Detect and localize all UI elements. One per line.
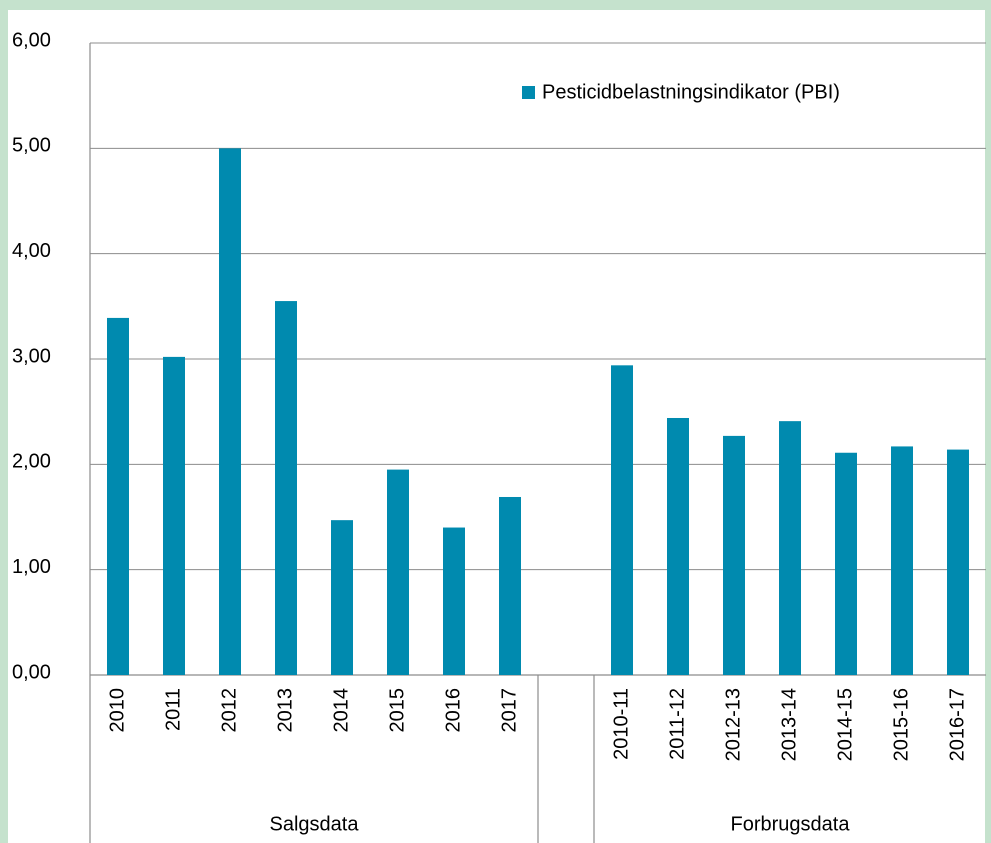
x-tick-label: 2013-14	[778, 688, 800, 761]
x-tick-label: 2010-11	[610, 688, 632, 760]
bar	[499, 496, 521, 675]
legend-swatch	[522, 86, 535, 99]
x-tick-label: 2010	[106, 688, 128, 733]
y-tick-label: 4,00	[12, 240, 51, 262]
x-tick-label: 2015	[386, 688, 408, 733]
y-tick-label: 5,00	[12, 135, 51, 157]
y-tick-label: 2,00	[12, 451, 51, 473]
x-tick-label: 2014-15	[834, 688, 856, 761]
x-tick-label: 2012-13	[722, 688, 744, 761]
bar	[219, 148, 241, 676]
bar	[331, 520, 353, 675]
bar	[667, 417, 689, 675]
bar	[723, 435, 745, 675]
bar	[835, 452, 857, 675]
x-tick-label: 2017	[498, 688, 520, 733]
bar	[275, 301, 297, 675]
x-tick-label: 2016-17	[946, 688, 968, 761]
y-tick-label: 0,00	[12, 661, 51, 683]
x-tick-label: 2015-16	[890, 688, 912, 761]
group-label: Salgsdata	[270, 813, 360, 835]
bar	[779, 421, 801, 675]
x-tick-label: 2013	[274, 688, 296, 733]
x-tick-label: 2016	[442, 688, 464, 733]
y-tick-label: 1,00	[12, 556, 51, 578]
legend-label: Pesticidbelastningsindikator (PBI)	[542, 81, 840, 103]
bar	[163, 356, 185, 675]
x-tick-label: 2011-12	[666, 688, 688, 760]
bar	[107, 317, 129, 675]
y-tick-label: 3,00	[12, 345, 51, 367]
bar	[443, 527, 465, 675]
y-tick-label: 6,00	[12, 29, 51, 51]
bar	[611, 365, 633, 675]
bar	[947, 449, 969, 675]
bar	[387, 469, 409, 675]
x-tick-label: 2014	[330, 688, 352, 733]
bar	[891, 446, 913, 675]
group-label: Forbrugsdata	[731, 813, 851, 835]
x-tick-label: 2012	[218, 688, 240, 733]
x-tick-label: 2011	[162, 688, 184, 731]
